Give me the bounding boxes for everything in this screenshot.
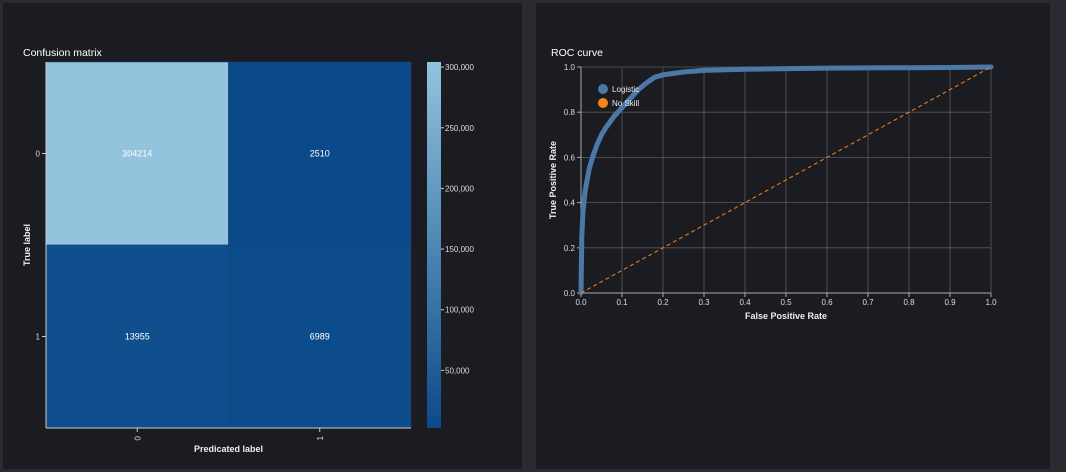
roc-curve-title: ROC curve	[551, 47, 603, 59]
x-tick-label: 0.3	[698, 298, 710, 307]
cell-value-label: 6989	[310, 332, 330, 342]
cell-value-label: 304214	[122, 149, 152, 159]
colorbar-tick-label: 200,000	[445, 184, 474, 193]
x-tick-label: 0.4	[739, 298, 751, 307]
roc-curve-panel: ROC curve 0.0 0.1 0.2 0.3 0.4 0.5 0.6 0.7 0.8 0.9…	[536, 3, 1050, 469]
x-tick-label: 1	[316, 435, 325, 440]
x-tick-label: 0.6	[821, 298, 833, 307]
x-tick-label: 1.0	[985, 298, 997, 307]
legend-swatch	[598, 84, 608, 94]
y-tick-label: 1	[36, 333, 41, 342]
y-tick-label: 0	[36, 150, 41, 159]
colorbar-tick-label: 250,000	[445, 124, 474, 133]
x-tick-label: 0.5	[780, 298, 792, 307]
colorbar-tick-label: 50,000	[445, 366, 470, 375]
heatmap-cell	[45, 244, 229, 429]
roc-series-line	[580, 66, 992, 294]
y-tick-label: 0.4	[564, 199, 576, 208]
y-tick-label: 0.2	[564, 244, 576, 253]
colorbar	[427, 62, 441, 428]
legend-swatch	[598, 98, 608, 108]
x-tick-label: 0.1	[616, 298, 628, 307]
legend-label: No Skill	[612, 99, 639, 108]
confusion-matrix-panel: Confusion matrix 304214 2510 13955 6989 0 1 0 1…	[3, 3, 522, 469]
roc-curve-chart: 0.0 0.1 0.2 0.3 0.4 0.5 0.6 0.7 0.8 0.9 1.0 0.0 0.2 0…	[548, 63, 997, 321]
cell-value-label: 13955	[125, 332, 150, 342]
x-tick-label: 0	[133, 435, 142, 440]
x-tick-label: 0.7	[862, 298, 874, 307]
x-tick-label: 0.9	[944, 298, 956, 307]
y-tick-label: 0.0	[564, 289, 576, 298]
x-axis-title: Predicated label	[194, 444, 263, 454]
x-tick-label: 0.0	[575, 298, 587, 307]
y-axis-title: True label	[22, 224, 32, 266]
x-tick-label: 0.8	[903, 298, 915, 307]
y-tick-label: 1.0	[564, 63, 576, 72]
colorbar-tick-label: 300,000	[445, 63, 474, 72]
cell-value-label: 2510	[310, 149, 330, 159]
x-tick-label: 0.2	[657, 298, 669, 307]
colorbar-tick-label: 150,000	[445, 245, 474, 254]
legend-label: Logistic	[612, 85, 639, 94]
y-axis-title: True Positive Rate	[548, 141, 558, 219]
confusion-matrix-chart: 304214 2510 13955 6989 0 1 0 1 Predicated label T…	[22, 61, 474, 454]
heatmap-cell	[228, 244, 412, 429]
heatmap-cell	[228, 61, 412, 246]
x-axis-title: False Positive Rate	[745, 311, 827, 321]
y-tick-label: 0.8	[564, 108, 576, 117]
y-tick-label: 0.6	[564, 153, 576, 162]
confusion-matrix-title: Confusion matrix	[23, 47, 102, 59]
roc-series-line	[578, 64, 994, 296]
colorbar-tick-label: 100,000	[445, 306, 474, 315]
